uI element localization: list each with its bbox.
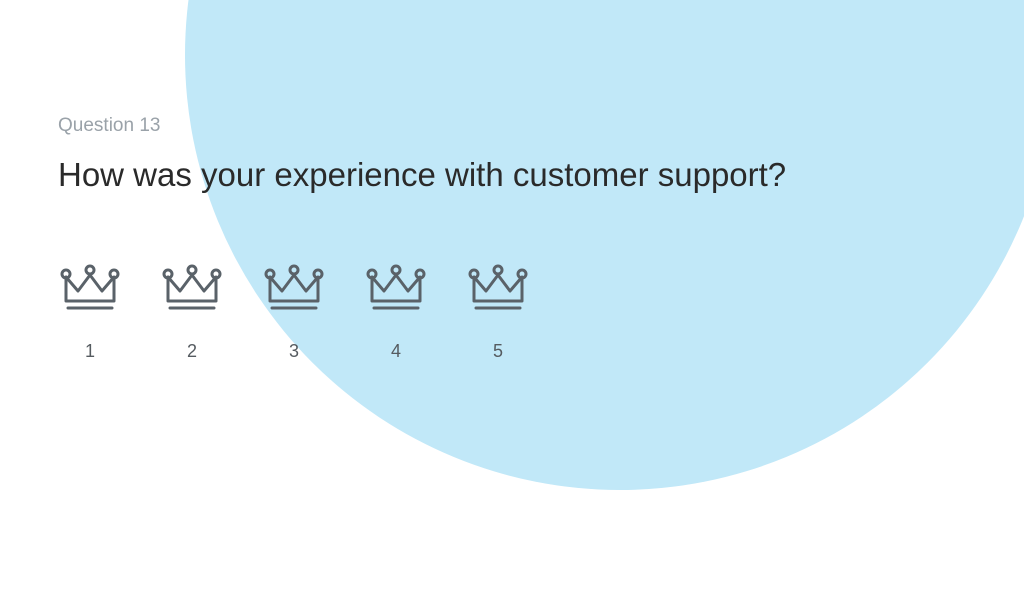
rating-value-label: 2 xyxy=(187,341,197,362)
question-number-label: Question 13 xyxy=(58,115,1024,137)
rating-option-2[interactable]: 2 xyxy=(160,257,224,362)
rating-scale: 1 2 xyxy=(58,257,1024,362)
crown-icon xyxy=(262,257,326,315)
rating-option-4[interactable]: 4 xyxy=(364,257,428,362)
crown-icon xyxy=(364,257,428,315)
rating-value-label: 5 xyxy=(493,341,503,362)
crown-icon xyxy=(466,257,530,315)
rating-option-5[interactable]: 5 xyxy=(466,257,530,362)
crown-icon xyxy=(160,257,224,315)
rating-option-3[interactable]: 3 xyxy=(262,257,326,362)
rating-option-1[interactable]: 1 xyxy=(58,257,122,362)
crown-icon xyxy=(58,257,122,315)
rating-value-label: 4 xyxy=(391,341,401,362)
rating-value-label: 1 xyxy=(85,341,95,362)
rating-value-label: 3 xyxy=(289,341,299,362)
survey-question-panel: Question 13 How was your experience with… xyxy=(0,0,1024,362)
question-text: How was your experience with customer su… xyxy=(58,155,1024,195)
